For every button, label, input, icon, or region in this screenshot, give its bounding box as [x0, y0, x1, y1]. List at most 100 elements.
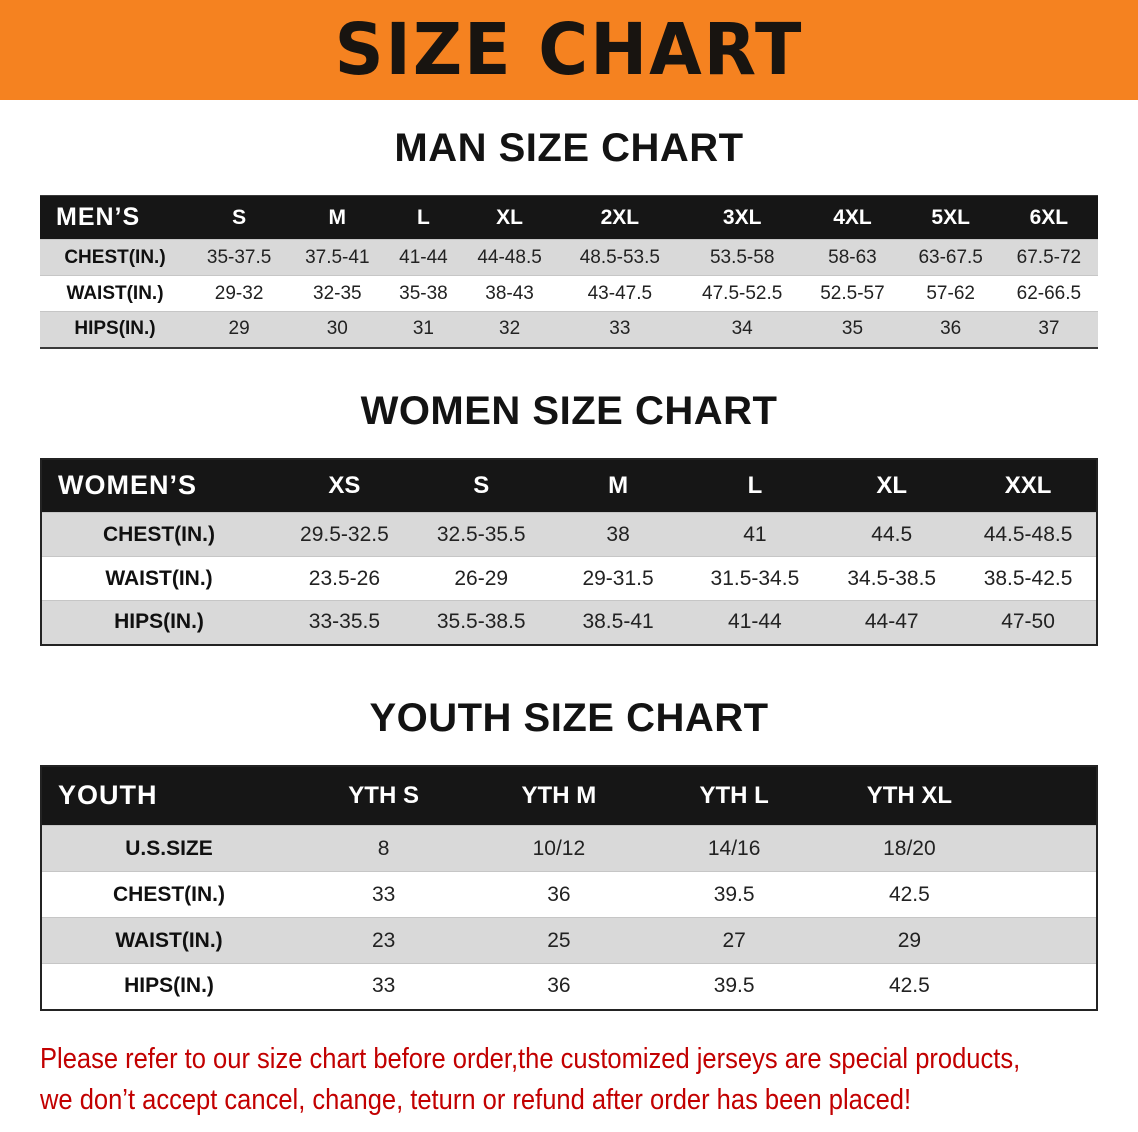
- table-cell: 32: [460, 311, 559, 348]
- table-cell: 43-47.5: [558, 275, 682, 312]
- table-cell: 67.5-72: [999, 239, 1098, 276]
- disclaimer: Please refer to our size chart before or…: [40, 1039, 1138, 1121]
- table-cell: 35: [803, 311, 902, 348]
- banner: SIZE CHART: [0, 0, 1138, 100]
- table-cell: 35-37.5: [190, 239, 289, 276]
- table-cell: 57-62: [901, 275, 1000, 312]
- table-cell: 32-35: [288, 275, 387, 312]
- column-header: M: [549, 458, 687, 513]
- table-row: CHEST(IN.) 33 36 39.5 42.5: [41, 871, 1097, 918]
- column-header: XL: [460, 195, 559, 240]
- table-cell: 41: [686, 512, 824, 557]
- table-cell: 34: [681, 311, 804, 348]
- size-table: MEN’S S M L XL 2XL 3XL 4XL 5XL 6XL CHEST(IN.) 35-37…: [40, 195, 1098, 349]
- column-header: XS: [276, 458, 413, 513]
- column-header: 4XL: [803, 195, 902, 240]
- table-cell: 35.5-38.5: [412, 600, 550, 645]
- table-row: WAIST(IN.) 29-32 32-35 35-38 38-43 43-47.5 47.…: [40, 275, 1098, 312]
- column-header: S: [190, 195, 289, 240]
- column-header: YTH M: [471, 765, 647, 826]
- table-cell: 31: [386, 311, 461, 348]
- man-size-chart-heading: MAN SIZE CHART: [394, 126, 744, 170]
- table-cell: 37.5-41: [288, 239, 387, 276]
- row-label: CHEST(IN.): [41, 871, 296, 918]
- column-header: 5XL: [901, 195, 1000, 240]
- table-cell: 33-35.5: [276, 600, 413, 645]
- table-cell: 38: [549, 512, 687, 557]
- table-cell: 29.5-32.5: [276, 512, 413, 557]
- spacer-cell: [997, 963, 1097, 1010]
- table-header-row: WOMEN’S XS S M L XL XXL: [41, 458, 1097, 513]
- row-label: U.S.SIZE: [41, 825, 296, 872]
- row-label: WAIST(IN.): [40, 275, 190, 312]
- table-title-cell: YOUTH: [41, 765, 296, 826]
- column-header: S: [412, 458, 550, 513]
- row-label: HIPS(IN.): [41, 963, 296, 1010]
- table-cell: 29: [821, 917, 997, 964]
- row-label: CHEST(IN.): [40, 239, 190, 276]
- table-cell: 39.5: [646, 963, 822, 1010]
- column-header: 6XL: [999, 195, 1098, 240]
- table-cell: 44-48.5: [460, 239, 559, 276]
- row-label: CHEST(IN.): [41, 512, 276, 557]
- table-cell: 36: [901, 311, 1000, 348]
- table-row: HIPS(IN.) 29 30 31 32 33 34 35 36 37: [40, 311, 1098, 348]
- table-cell: 26-29: [412, 556, 550, 601]
- column-header: 2XL: [558, 195, 682, 240]
- table-cell: 30: [288, 311, 387, 348]
- table-cell: 42.5: [821, 963, 997, 1010]
- row-label: HIPS(IN.): [41, 600, 276, 645]
- table-header-row: YOUTH YTH S YTH M YTH L YTH XL: [41, 765, 1097, 826]
- table-cell: 52.5-57: [803, 275, 902, 312]
- table-cell: 32.5-35.5: [412, 512, 550, 557]
- table-cell: 29-31.5: [549, 556, 687, 601]
- table-cell: 33: [558, 311, 682, 348]
- column-header: XXL: [960, 458, 1097, 513]
- table-cell: 47-50: [960, 600, 1097, 645]
- column-header: YTH L: [646, 765, 822, 826]
- table-cell: 39.5: [646, 871, 822, 918]
- size-table: WOMEN’S XS S M L XL XXL CHEST(IN.) 29.5-32.5 32.5…: [40, 457, 1098, 646]
- table-cell: 38.5-41: [549, 600, 687, 645]
- table-cell: 36: [471, 963, 647, 1010]
- table-header-row: MEN’S S M L XL 2XL 3XL 4XL 5XL 6XL: [40, 195, 1098, 240]
- table-cell: 23: [296, 917, 472, 964]
- table-cell: 41-44: [686, 600, 824, 645]
- table-row: HIPS(IN.) 33-35.5 35.5-38.5 38.5-41 41-44 44-…: [41, 600, 1097, 645]
- column-header: L: [386, 195, 461, 240]
- disclaimer-line-1: Please refer to our size chart before or…: [40, 1042, 1021, 1075]
- table-cell: 37: [999, 311, 1098, 348]
- column-header: XL: [823, 458, 961, 513]
- table-row: CHEST(IN.) 35-37.5 37.5-41 41-44 44-48.5 48.5…: [40, 239, 1098, 276]
- table-cell: 38.5-42.5: [960, 556, 1097, 601]
- table-cell: 38-43: [460, 275, 559, 312]
- table-row: WAIST(IN.) 23.5-26 26-29 29-31.5 31.5-34.5 34…: [41, 556, 1097, 601]
- table-row: WAIST(IN.) 23 25 27 29: [41, 917, 1097, 964]
- spacer-cell: [997, 765, 1097, 826]
- table-cell: 44.5-48.5: [960, 512, 1097, 557]
- row-label: WAIST(IN.): [41, 556, 276, 601]
- table-cell: 44.5: [823, 512, 961, 557]
- spacer-cell: [997, 825, 1097, 872]
- column-header: YTH S: [296, 765, 472, 826]
- table-cell: 48.5-53.5: [558, 239, 682, 276]
- table-cell: 53.5-58: [681, 239, 804, 276]
- table-title-cell: MEN’S: [40, 195, 190, 240]
- table-cell: 47.5-52.5: [681, 275, 804, 312]
- column-header: L: [686, 458, 824, 513]
- table-cell: 36: [471, 871, 647, 918]
- table-cell: 44-47: [823, 600, 961, 645]
- mens-size-table: MEN’S S M L XL 2XL 3XL 4XL 5XL 6XL CHEST(IN.) 35-37…: [40, 195, 1098, 349]
- table-title-cell: WOMEN’S: [41, 458, 276, 513]
- table-cell: 31.5-34.5: [686, 556, 824, 601]
- table-cell: 62-66.5: [999, 275, 1098, 312]
- table-cell: 14/16: [646, 825, 822, 872]
- spacer-cell: [997, 917, 1097, 964]
- row-label: HIPS(IN.): [40, 311, 190, 348]
- table-cell: 8: [296, 825, 472, 872]
- size-table: YOUTH YTH S YTH M YTH L YTH XL U.S.SIZE 8 10/12…: [40, 764, 1098, 1011]
- women-size-chart-heading: WOMEN SIZE CHART: [360, 388, 778, 433]
- table-cell: 18/20: [821, 825, 997, 872]
- spacer-cell: [997, 871, 1097, 918]
- row-label: WAIST(IN.): [41, 917, 296, 964]
